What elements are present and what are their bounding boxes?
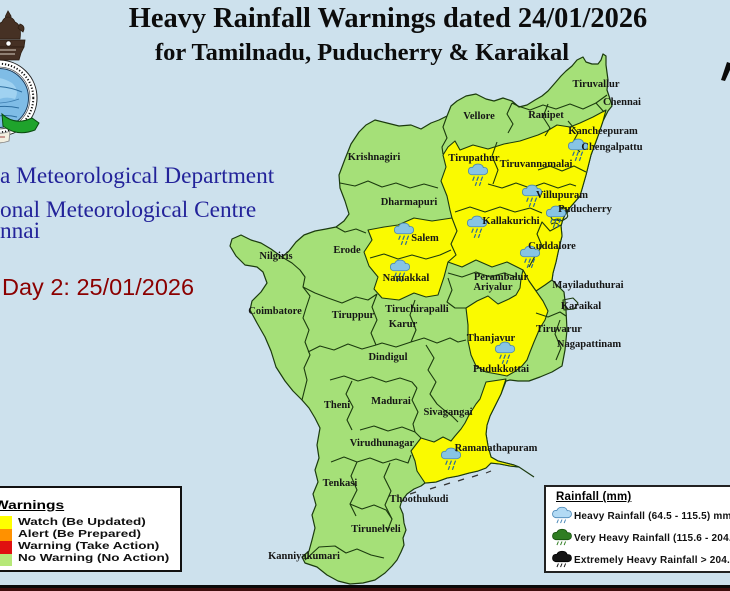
svg-text:Dindigul: Dindigul bbox=[368, 352, 407, 363]
svg-text:Virudhunagar: Virudhunagar bbox=[350, 438, 415, 449]
svg-text:Krishnagiri: Krishnagiri bbox=[348, 152, 401, 163]
svg-text:Nilgiris: Nilgiris bbox=[259, 251, 292, 262]
svg-text:Tiruchirapalli: Tiruchirapalli bbox=[385, 304, 448, 315]
svg-text:Dharmapuri: Dharmapuri bbox=[381, 197, 438, 208]
svg-text:Namakkal: Namakkal bbox=[383, 273, 430, 284]
svg-text:Tirunelveli: Tirunelveli bbox=[351, 524, 400, 535]
svg-text:Coimbatore: Coimbatore bbox=[248, 306, 302, 317]
svg-text:Theni: Theni bbox=[324, 400, 350, 411]
svg-text:Chennai: Chennai bbox=[603, 97, 641, 108]
svg-text:Kallakurichi: Kallakurichi bbox=[482, 216, 539, 227]
svg-text:Madurai: Madurai bbox=[371, 396, 411, 407]
svg-text:Salem: Salem bbox=[411, 233, 439, 244]
svg-text:Tiruvallur: Tiruvallur bbox=[572, 79, 619, 90]
svg-text:Tirupathur: Tirupathur bbox=[448, 153, 499, 164]
svg-text:Cuddalore: Cuddalore bbox=[528, 241, 576, 252]
svg-text:Vellore: Vellore bbox=[463, 111, 495, 122]
svg-text:Villupuram: Villupuram bbox=[536, 190, 588, 201]
svg-text:Tiruvannamalai: Tiruvannamalai bbox=[500, 159, 573, 170]
svg-text:Tiruvarur: Tiruvarur bbox=[536, 324, 582, 335]
svg-text:Erode: Erode bbox=[333, 245, 361, 256]
svg-text:Sivagangai: Sivagangai bbox=[423, 407, 472, 418]
svg-text:Karur: Karur bbox=[389, 319, 418, 330]
svg-text:Pudukkottai: Pudukkottai bbox=[473, 364, 529, 375]
svg-text:Puducherry: Puducherry bbox=[558, 204, 612, 215]
svg-text:Ramanathapuram: Ramanathapuram bbox=[455, 443, 538, 454]
svg-text:Tenkasi: Tenkasi bbox=[323, 478, 358, 489]
svg-text:Perambalur: Perambalur bbox=[474, 272, 529, 283]
svg-text:Tiruppur: Tiruppur bbox=[332, 310, 375, 321]
svg-text:Chengalpattu: Chengalpattu bbox=[581, 142, 642, 153]
svg-text:Thoothukudi: Thoothukudi bbox=[390, 494, 449, 505]
svg-text:Ariyalur: Ariyalur bbox=[473, 282, 512, 293]
svg-text:Nagapattinam: Nagapattinam bbox=[557, 339, 621, 350]
svg-text:Kanniyakumari: Kanniyakumari bbox=[268, 551, 340, 562]
svg-text:Mayiladuthurai: Mayiladuthurai bbox=[552, 280, 623, 291]
svg-text:Thanjavur: Thanjavur bbox=[467, 333, 516, 344]
svg-text:Karaikal: Karaikal bbox=[561, 301, 601, 312]
svg-text:Ranipet: Ranipet bbox=[528, 110, 564, 121]
svg-text:Kancheepuram: Kancheepuram bbox=[568, 126, 638, 137]
